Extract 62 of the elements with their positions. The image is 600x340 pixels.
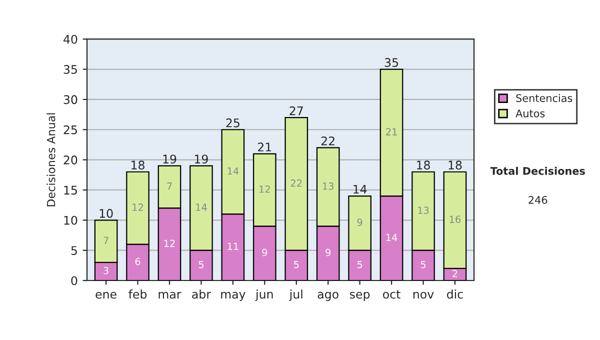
y-tick-label: 10 <box>64 216 78 225</box>
total-label: 14 <box>354 184 367 194</box>
y-tick-label: 30 <box>64 95 78 104</box>
total-label: 10 <box>100 208 113 218</box>
data-label: 12 <box>132 204 143 211</box>
data-label: 12 <box>260 185 270 193</box>
x-tick-label: sep <box>350 292 370 301</box>
x-tick-label: nov <box>413 292 434 299</box>
data-label: 9 <box>357 218 362 226</box>
data-label: 14 <box>196 204 207 211</box>
total-label: 18 <box>417 160 430 170</box>
data-label: 9 <box>326 248 330 256</box>
x-tick-label: jun <box>255 290 273 301</box>
legend-label: Sentencias <box>516 94 572 102</box>
total-label: 21 <box>258 142 272 152</box>
data-label: 5 <box>198 261 204 268</box>
y-tick-label: 5 <box>71 246 77 255</box>
data-label: 7 <box>167 182 172 190</box>
total-label: 18 <box>132 160 144 170</box>
x-tick-label: jul <box>289 290 302 301</box>
data-label: 3 <box>104 266 108 274</box>
data-label: 7 <box>104 236 108 244</box>
data-label: 13 <box>322 182 334 190</box>
data-label: 5 <box>294 261 299 268</box>
y-tick-label: 15 <box>64 186 77 195</box>
x-tick-label: dic <box>446 290 463 299</box>
y-tick-label: 35 <box>64 65 77 74</box>
x-tick-label: ago <box>318 292 338 301</box>
data-label: 13 <box>418 206 429 214</box>
x-tick-label: may <box>221 292 246 301</box>
data-label: 5 <box>357 261 362 268</box>
data-label: 5 <box>420 261 426 268</box>
text: Total Decisiones <box>490 166 585 175</box>
total-label: 18 <box>448 160 462 170</box>
total-label: 25 <box>226 118 240 128</box>
total-label: 35 <box>384 58 398 67</box>
y-tick-label: 20 <box>64 156 78 164</box>
data-label: 6 <box>135 258 140 266</box>
total-label: 19 <box>163 154 176 164</box>
data-label: 11 <box>228 242 238 250</box>
x-tick-label: oct <box>383 290 400 299</box>
total-label: 22 <box>321 136 334 146</box>
data-label: 14 <box>386 234 398 241</box>
x-tick-label: mar <box>158 292 182 299</box>
x-tick-label: feb <box>128 290 147 299</box>
y-axis-title: Decisiones Anual <box>46 113 56 206</box>
text: 246 <box>528 196 548 204</box>
data-label: 2 <box>452 270 458 278</box>
y-tick-label: 40 <box>64 34 78 44</box>
data-label: 22 <box>290 179 302 187</box>
legend-label: Autos <box>516 110 545 118</box>
x-tick-label: ene <box>96 292 116 299</box>
total-label: 27 <box>290 106 303 116</box>
data-label: 16 <box>450 216 461 223</box>
data-label: 14 <box>228 167 239 175</box>
data-label: 9 <box>262 248 268 256</box>
y-tick-label: 25 <box>64 125 77 134</box>
x-tick-label: abr <box>192 290 211 299</box>
y-tick-label: 0 <box>71 276 78 286</box>
total-label: 19 <box>194 154 208 164</box>
data-label: 21 <box>386 128 397 136</box>
data-label: 12 <box>164 240 175 247</box>
